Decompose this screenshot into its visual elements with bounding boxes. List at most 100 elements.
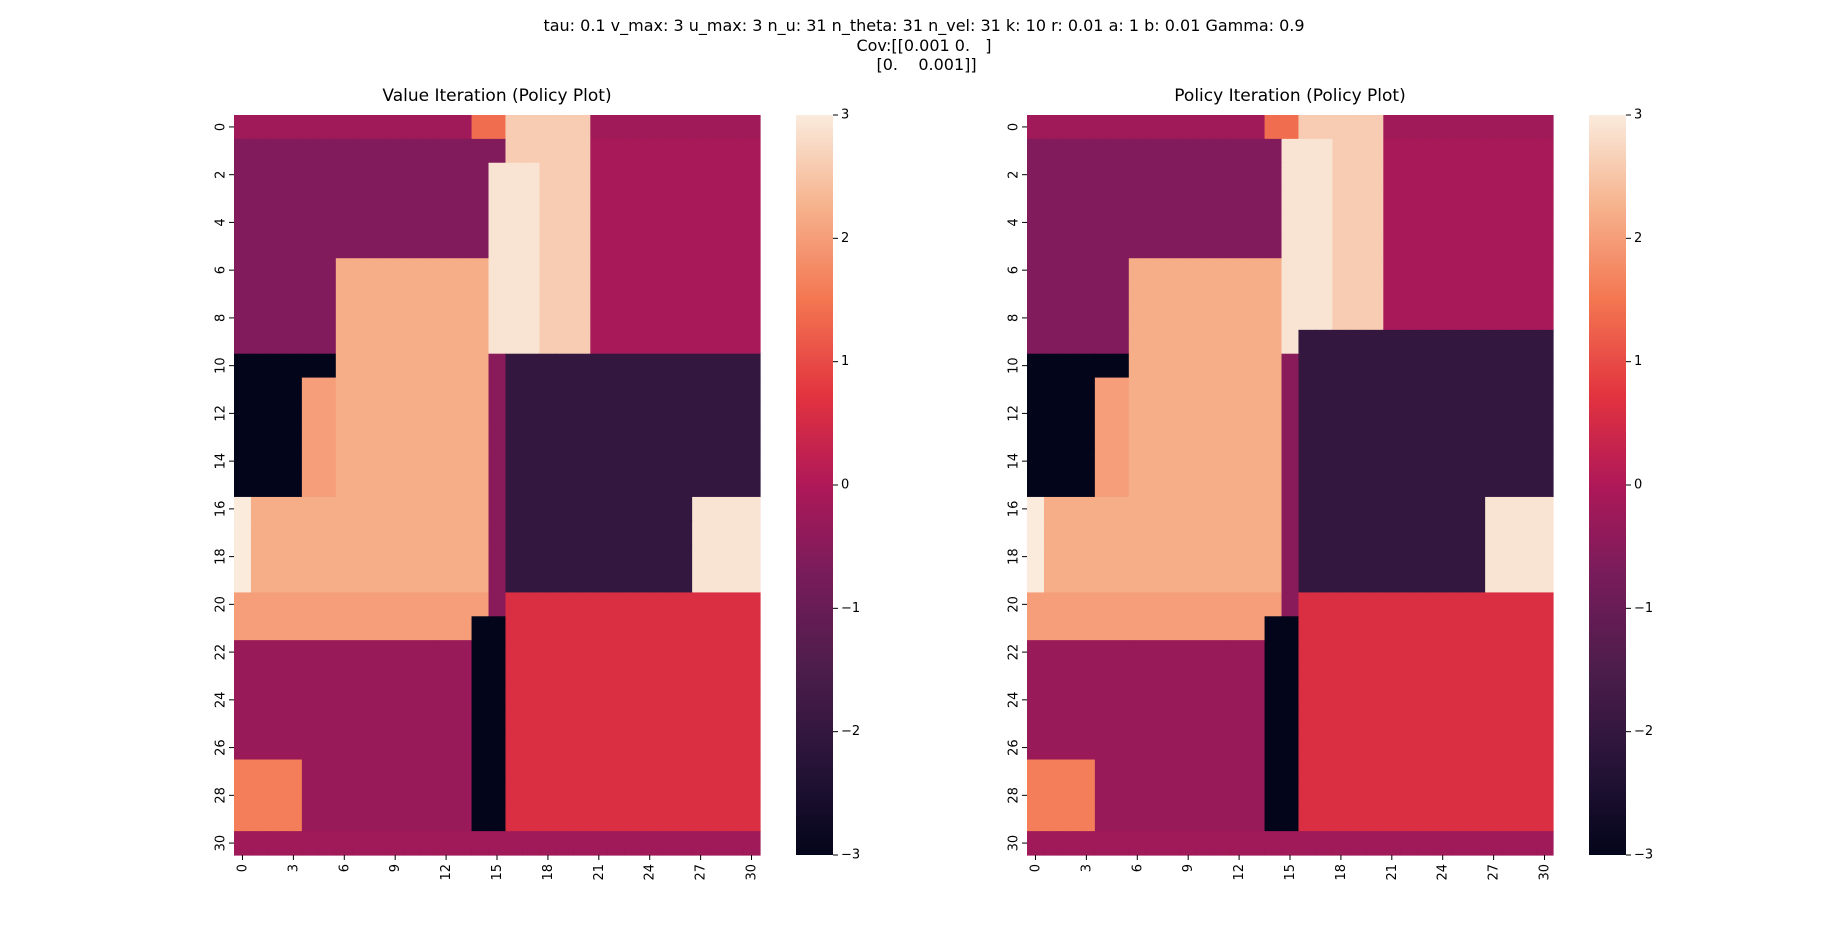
heatmap-cell: [1281, 544, 1300, 570]
heatmap-cell: [1060, 544, 1079, 570]
heatmap-cell: [1027, 449, 1045, 474]
heatmap-cell: [743, 640, 761, 665]
heatmap-cell: [420, 329, 439, 355]
heatmap-cell: [505, 401, 524, 426]
heatmap-cell: [1111, 496, 1130, 522]
heatmap-cell: [284, 520, 303, 546]
heatmap-cell: [1400, 210, 1418, 235]
heatmap-cell: [267, 401, 286, 426]
heatmap-cell: [403, 496, 422, 522]
heatmap-cell: [1417, 496, 1435, 522]
heatmap-cell: [1485, 401, 1503, 426]
heatmap-cell: [1468, 711, 1486, 737]
heatmap-cell: [709, 592, 727, 617]
heatmap-cell: [1502, 401, 1520, 426]
heatmap-cell: [1281, 687, 1300, 713]
y-tick-label: 0: [1007, 123, 1022, 131]
heatmap-cell: [1027, 568, 1045, 594]
heatmap-cell: [624, 401, 642, 426]
heatmap-cell: [1128, 305, 1147, 331]
heatmap-cell: [1128, 282, 1147, 307]
heatmap-cell: [1332, 664, 1350, 689]
heatmap-cell: [369, 282, 388, 307]
heatmap-cell: [234, 186, 252, 212]
heatmap-cell: [1230, 425, 1249, 450]
heatmap-cell: [539, 353, 557, 379]
heatmap-cell: [454, 234, 473, 259]
heatmap-cell: [1383, 210, 1401, 235]
heatmap-cell: [658, 640, 676, 665]
heatmap-cell: [284, 377, 303, 403]
heatmap-cell: [234, 210, 252, 235]
heatmap-cell: [1519, 544, 1537, 570]
heatmap-cell: [1298, 544, 1317, 570]
heatmap-cell: [1315, 664, 1334, 689]
heatmap-cell: [250, 138, 269, 164]
heatmap-cell: [437, 759, 456, 784]
heatmap-cell: [454, 210, 473, 235]
heatmap-cell: [505, 305, 524, 331]
heatmap-cell: [1536, 807, 1554, 832]
heatmap-cell: [607, 377, 625, 403]
heatmap-cell: [250, 258, 269, 283]
heatmap-cell: [1027, 210, 1045, 235]
heatmap-cell: [403, 353, 422, 379]
heatmap-cell: [454, 568, 473, 594]
heatmap-cell: [624, 210, 642, 235]
heatmap-cell: [1417, 616, 1435, 641]
heatmap-cell: [488, 115, 507, 140]
heatmap-cell: [1247, 234, 1266, 259]
heatmap-cell: [675, 592, 693, 617]
heatmap-cell: [726, 186, 744, 212]
y-tick-label: 30: [1007, 835, 1022, 852]
heatmap-cell: [1162, 592, 1181, 617]
heatmap-cell: [1281, 329, 1300, 355]
heatmap-cell: [1145, 640, 1164, 665]
heatmap-cell: [1247, 496, 1266, 522]
heatmap-cell: [1027, 377, 1045, 403]
heatmap-cell: [556, 520, 574, 546]
heatmap-cell: [1281, 186, 1300, 212]
heatmap-cell: [1383, 401, 1401, 426]
heatmap-cell: [522, 735, 541, 761]
heatmap-cell: [590, 759, 608, 784]
heatmap-cell: [1417, 568, 1435, 594]
heatmap-cell: [335, 377, 354, 403]
heatmap-cell: [1145, 258, 1164, 283]
heatmap-cell: [1162, 616, 1181, 641]
heatmap-cell: [352, 282, 371, 307]
heatmap-cell: [318, 115, 337, 140]
heatmap-cell: [1468, 234, 1486, 259]
heatmap-cell: [335, 329, 354, 355]
heatmap-cell: [1536, 210, 1554, 235]
heatmap-cell: [471, 640, 490, 665]
heatmap-cell: [641, 711, 659, 737]
heatmap-cell: [1332, 544, 1350, 570]
heatmap-cell: [1434, 377, 1452, 403]
heatmap-panel-value-iteration: Value Iteration (Policy Plot)0 3 6 9 12 15 18 2…: [214, 86, 861, 881]
heatmap-cell: [1230, 544, 1249, 570]
heatmap-cell: [539, 831, 557, 856]
heatmap-cell: [1264, 759, 1283, 784]
y-tick-label: 8: [214, 314, 229, 322]
heatmap-cell: [1281, 592, 1300, 617]
heatmap-cell: [1400, 305, 1418, 331]
heatmap-cell: [1196, 687, 1215, 713]
heatmap-cell: [522, 138, 541, 164]
heatmap-cell: [250, 711, 269, 737]
heatmap-cell: [692, 783, 710, 808]
heatmap-cell: [1485, 210, 1503, 235]
figure-suptitle: tau: 0.1 v_max: 3 u_max: 3 n_u: 31 n_the…: [0, 16, 1848, 75]
heatmap-cell: [403, 258, 422, 283]
heatmap-cell: [437, 640, 456, 665]
heatmap-cell: [1468, 353, 1486, 379]
heatmap-cell: [369, 711, 388, 737]
heatmap-cell: [1230, 520, 1249, 546]
heatmap-cell: [1536, 425, 1554, 450]
heatmap-cell: [658, 735, 676, 761]
heatmap-cell: [1179, 401, 1198, 426]
heatmap-cell: [1077, 234, 1096, 259]
heatmap-cell: [1145, 807, 1164, 832]
heatmap-cell: [1383, 377, 1401, 403]
heatmap-cell: [318, 353, 337, 379]
